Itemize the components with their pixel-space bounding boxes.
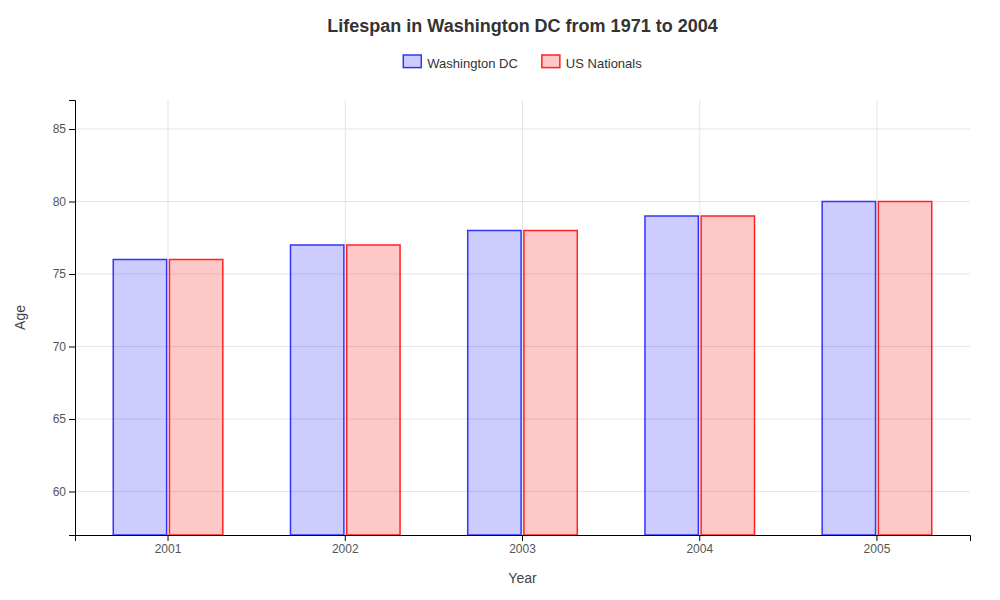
grid-line bbox=[522, 100, 523, 535]
tick-label: 2005 bbox=[864, 542, 891, 556]
tick-label: 65 bbox=[53, 412, 67, 426]
tick-mark bbox=[168, 535, 169, 541]
legend-label: US Nationals bbox=[566, 56, 642, 71]
tick-mark bbox=[522, 535, 523, 541]
axis-line bbox=[69, 101, 76, 536]
bar bbox=[822, 202, 875, 536]
bar bbox=[701, 216, 754, 535]
bar bbox=[878, 202, 931, 536]
chart: 2001 2002 2003 2004 2005 60 65 70 75 80 85 Year Age L… bbox=[0, 0, 1000, 600]
tick: 70 bbox=[53, 340, 75, 354]
tick: 65 bbox=[53, 412, 75, 426]
tick: 75 bbox=[53, 267, 75, 281]
tick-mark bbox=[69, 347, 75, 348]
bar bbox=[169, 260, 222, 536]
tick: 2003 bbox=[509, 535, 536, 556]
tick: 60 bbox=[53, 485, 75, 499]
axis-line bbox=[76, 536, 971, 542]
bar-series bbox=[113, 202, 875, 536]
tick-label: 2003 bbox=[509, 542, 536, 556]
tick-mark bbox=[69, 129, 75, 130]
bar bbox=[290, 245, 343, 535]
bar bbox=[524, 231, 577, 536]
tick-mark bbox=[69, 274, 75, 275]
y-axis-title: Age bbox=[12, 305, 28, 330]
tick-mark bbox=[69, 419, 75, 420]
legend-swatch bbox=[403, 55, 421, 68]
legend-item: Washington DC bbox=[403, 55, 518, 71]
tick-mark bbox=[69, 492, 75, 493]
tick-label: 2004 bbox=[686, 542, 713, 556]
bar bbox=[645, 216, 698, 535]
legend-item: US Nationals bbox=[542, 55, 642, 71]
tick-label: 75 bbox=[53, 267, 67, 281]
bar bbox=[347, 245, 400, 535]
bar bbox=[113, 260, 166, 536]
tick-label: 2002 bbox=[332, 542, 359, 556]
tick: 80 bbox=[53, 195, 75, 209]
grid-line bbox=[699, 100, 700, 535]
tick: 2005 bbox=[864, 535, 891, 556]
tick-mark bbox=[69, 202, 75, 203]
bar bbox=[468, 231, 521, 536]
title: Lifespan in Washington DC from 1971 to 2… bbox=[327, 16, 717, 36]
bar-series bbox=[169, 202, 931, 536]
tick: 2002 bbox=[332, 535, 359, 556]
x-axis: 2001 2002 2003 2004 2005 bbox=[76, 535, 971, 556]
grid-line bbox=[345, 100, 346, 535]
y-axis: 60 65 70 75 80 85 bbox=[53, 101, 76, 536]
tick-label: 85 bbox=[53, 122, 67, 136]
legend-swatch bbox=[542, 55, 560, 68]
tick-label: 60 bbox=[53, 485, 67, 499]
bars bbox=[113, 202, 931, 536]
tick-label: 2001 bbox=[155, 542, 182, 556]
x-axis-title: Year bbox=[508, 570, 537, 586]
tick-label: 80 bbox=[53, 195, 67, 209]
tick: 2004 bbox=[686, 535, 713, 556]
grid-line bbox=[876, 100, 877, 535]
tick-mark bbox=[345, 535, 346, 541]
tick: 2001 bbox=[155, 535, 182, 556]
plot: 2001 2002 2003 2004 2005 60 65 70 75 80 85 Year Age bbox=[12, 100, 971, 586]
tick: 85 bbox=[53, 122, 75, 136]
grid bbox=[75, 100, 970, 535]
legend: Washington DC US Nationals bbox=[403, 55, 642, 71]
tick-label: 70 bbox=[53, 340, 67, 354]
tick-mark bbox=[876, 535, 877, 541]
tick-mark bbox=[699, 535, 700, 541]
legend-label: Washington DC bbox=[427, 56, 518, 71]
grid-line bbox=[168, 100, 169, 535]
